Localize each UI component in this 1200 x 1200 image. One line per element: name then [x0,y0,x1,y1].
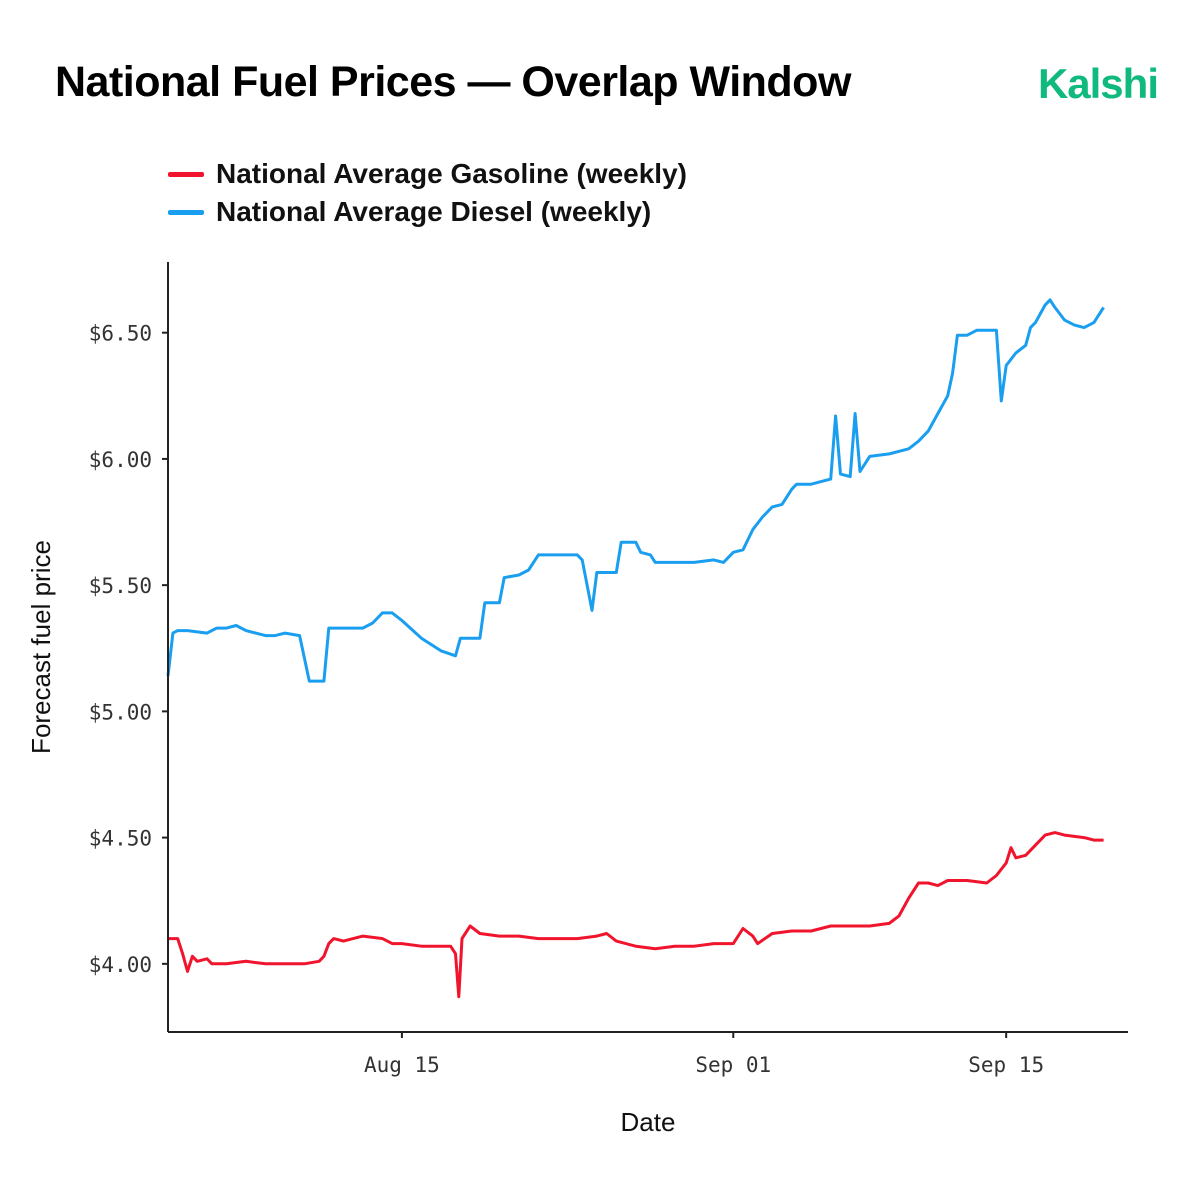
series-line-gasoline [168,831,1104,999]
x-tick-label: Sep 15 [968,1053,1044,1077]
y-tick-label: $4.50 [89,827,152,851]
x-tick-label: Sep 01 [695,1053,771,1077]
legend-item-diesel: National Average Diesel (weekly) [168,193,687,231]
series-layer [166,298,1105,999]
legend-swatch-gasoline [168,171,204,177]
chart-title: National Fuel Prices — Overlap Window [55,58,851,106]
y-tick-label: $6.00 [89,448,152,472]
chart-legend: National Average Gasoline (weekly) Natio… [168,155,687,231]
legend-label-gasoline: National Average Gasoline (weekly) [216,158,687,189]
x-axis-title: Date [621,1107,676,1137]
series-line-diesel [166,298,1105,683]
axis-layer: $4.00 $4.50 $5.00 $5.50 $6.00 $6.50 Aug 15 Sep … [89,262,1128,1077]
brand-logo: Kalshi [1037,60,1159,107]
y-tick-label: $6.50 [89,322,152,346]
y-tick-label: $5.50 [89,574,152,598]
y-tick-label: $5.00 [89,700,152,724]
legend-swatch-diesel [168,209,204,215]
y-tick-label: $4.00 [89,953,152,977]
legend-label-diesel: National Average Diesel (weekly) [216,196,652,227]
legend-item-gasoline: National Average Gasoline (weekly) [168,155,687,193]
y-axis-title: Forecast fuel price [26,540,56,754]
x-tick-label: Aug 15 [364,1053,440,1077]
